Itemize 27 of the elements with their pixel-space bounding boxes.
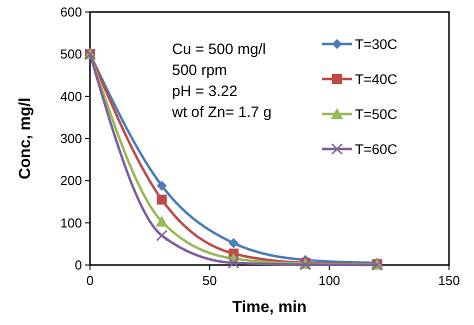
legend-label: T=40C — [355, 70, 398, 87]
y-tick-label: 300 — [60, 131, 82, 146]
annotation: 500 rpm — [172, 62, 228, 79]
y-tick-label: 200 — [60, 173, 82, 188]
y-tick-label: 600 — [60, 4, 82, 20]
x-tick-label: 50 — [202, 273, 217, 288]
point — [156, 180, 167, 191]
annotation: Cu = 500 mg/l — [172, 41, 266, 58]
legend-label: T=30C — [355, 36, 398, 52]
y-axis-title: Conc, mg/l — [17, 98, 34, 180]
x-axis-title: Time, min — [232, 299, 307, 316]
point — [156, 216, 168, 227]
point — [156, 230, 168, 242]
y-tick-label: 500 — [60, 46, 82, 62]
x-tick-label: 150 — [438, 273, 460, 288]
point — [228, 238, 239, 248]
point — [228, 257, 240, 269]
annotation: pH = 3.22 — [172, 83, 238, 100]
annotation: wt of Zn= 1.7 g — [171, 104, 272, 121]
y-tick-label: 400 — [60, 88, 82, 104]
x-tick-label: 100 — [318, 273, 340, 288]
legend-label: T=60C — [355, 140, 398, 157]
y-tick-label: 0 — [74, 258, 82, 273]
x-tick-label: 0 — [86, 273, 94, 288]
point — [156, 194, 167, 205]
y-tick-label: 100 — [60, 215, 82, 230]
legend-label: T=50C — [355, 106, 398, 122]
